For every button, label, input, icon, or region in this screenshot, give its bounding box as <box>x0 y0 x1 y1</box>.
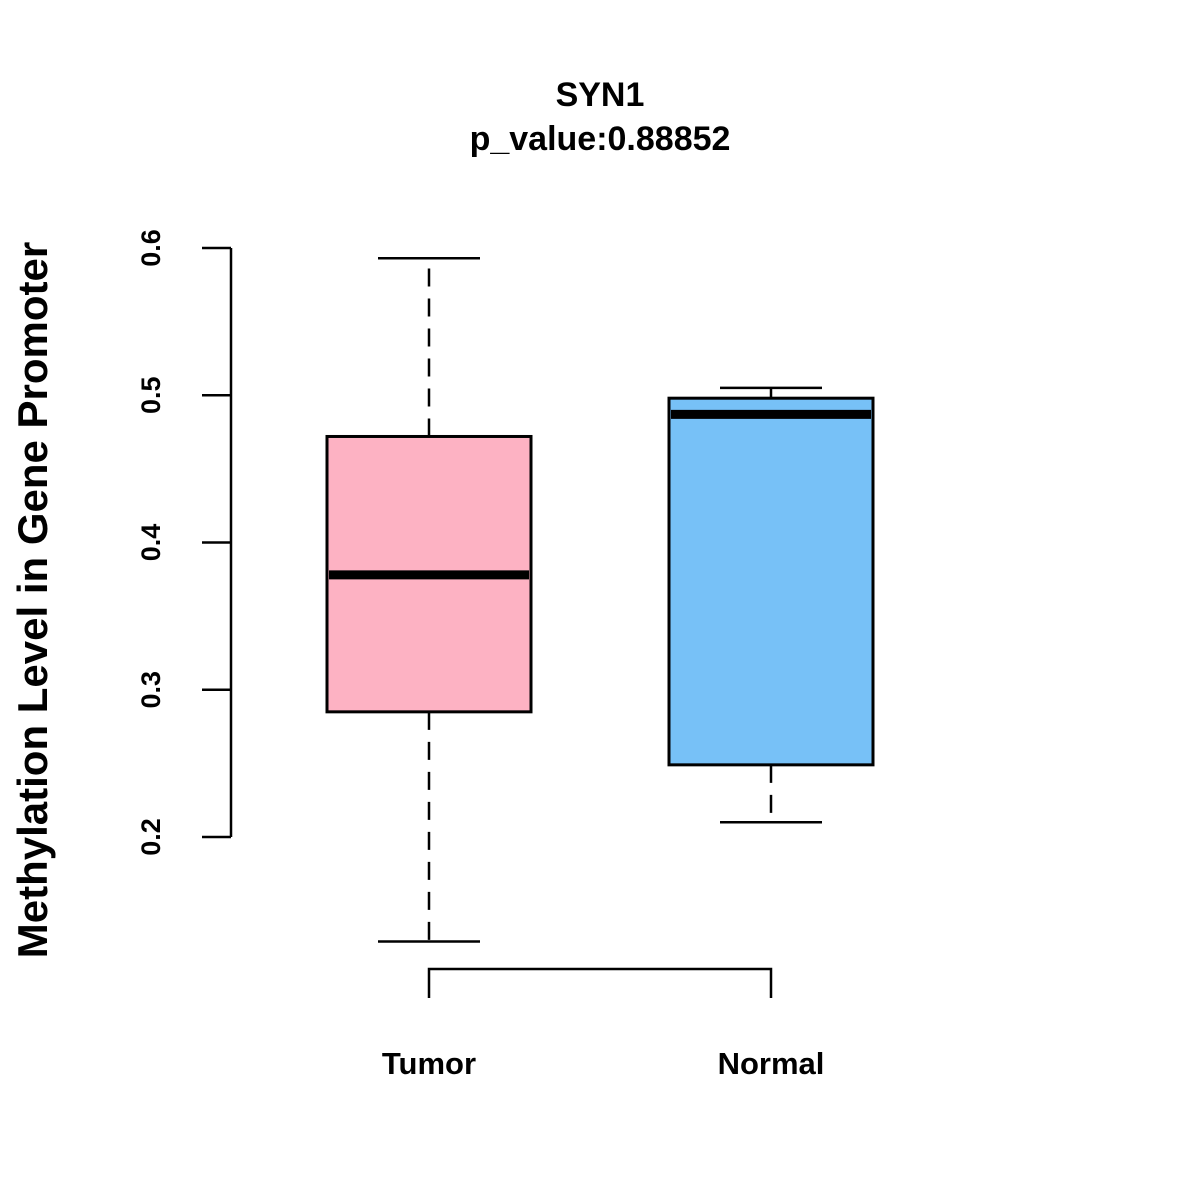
iqr-box-1 <box>667 396 875 767</box>
y-axis: 0.2 0.3 0.4 0.5 0.6 <box>136 229 233 856</box>
y-tick-label-1: 0.3 <box>136 671 166 709</box>
chart-subtitle: p_value:0.88852 <box>470 120 731 158</box>
box-group <box>325 257 875 943</box>
y-tick-label-2: 0.4 <box>136 524 166 562</box>
y-tick-label-4: 0.6 <box>136 229 166 267</box>
y-tick-label-0: 0.2 <box>136 818 166 856</box>
box-tumor <box>325 257 533 943</box>
comparison-bracket <box>427 967 773 998</box>
category-labels: Tumor Normal <box>382 1046 824 1081</box>
box-normal <box>667 386 875 824</box>
chart-title: SYN1 <box>556 76 645 114</box>
category-label-tumor: Tumor <box>382 1046 476 1081</box>
y-axis-label: Methylation Level in Gene Promoter <box>9 242 56 958</box>
bracket-line <box>427 967 773 998</box>
category-label-normal: Normal <box>718 1046 825 1081</box>
y-tick-label-3: 0.5 <box>136 376 166 414</box>
